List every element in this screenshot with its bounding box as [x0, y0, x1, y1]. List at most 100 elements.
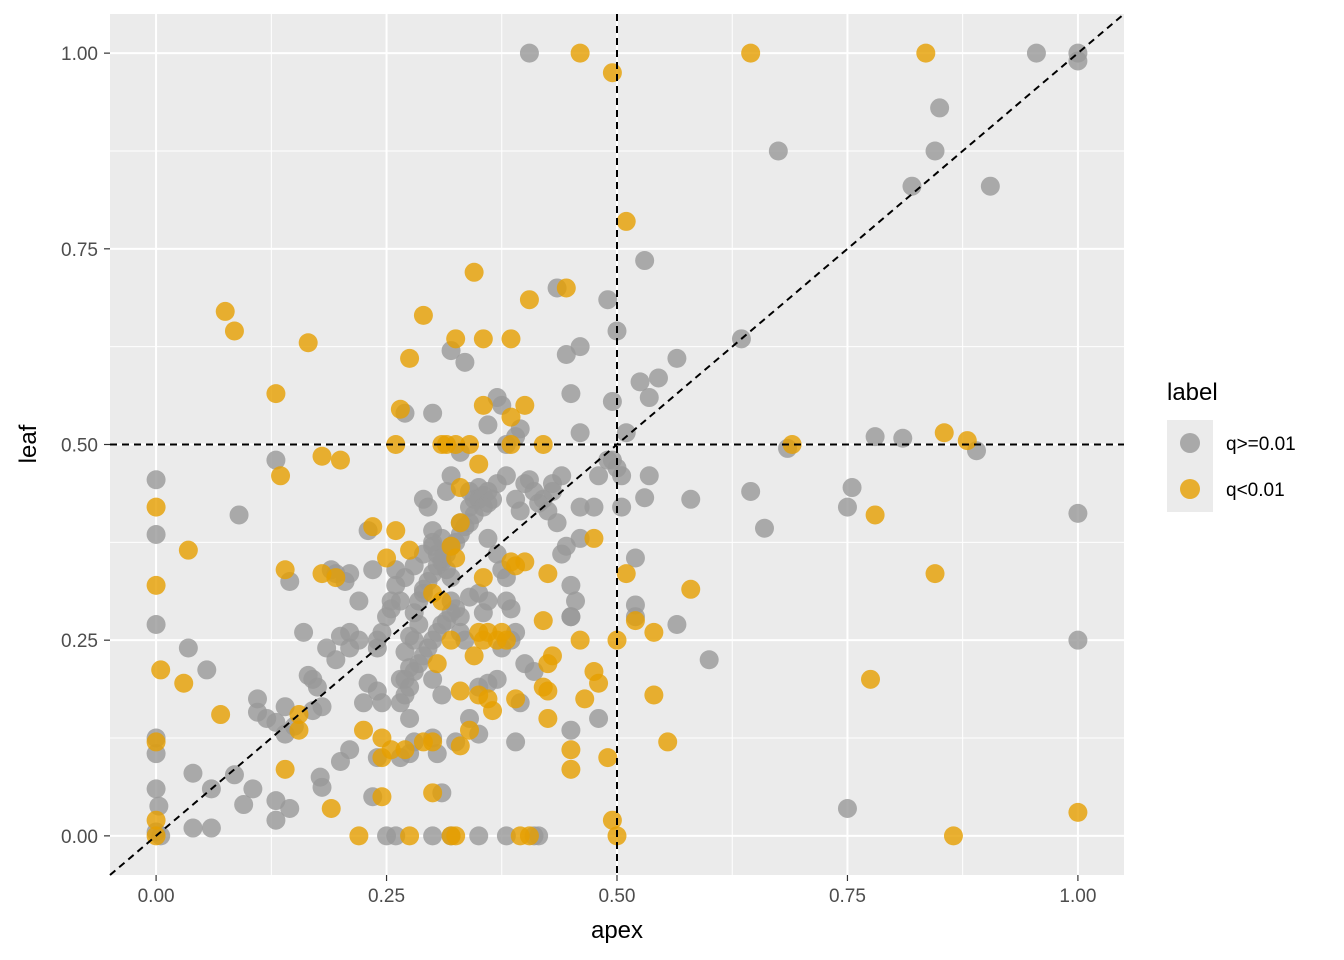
- point-q-lt-0.01: [658, 732, 677, 751]
- point-q-ge-0.01: [243, 779, 262, 798]
- point-q-lt-0.01: [465, 263, 484, 282]
- point-q-lt-0.01: [446, 826, 465, 845]
- point-q-ge-0.01: [561, 607, 580, 626]
- point-q-lt-0.01: [386, 521, 405, 540]
- point-q-lt-0.01: [395, 740, 414, 759]
- point-q-ge-0.01: [681, 490, 700, 509]
- point-q-ge-0.01: [635, 251, 654, 270]
- point-q-ge-0.01: [469, 826, 488, 845]
- point-q-ge-0.01: [552, 466, 571, 485]
- point-q-ge-0.01: [183, 764, 202, 783]
- x-tick-label: 0.75: [829, 886, 866, 907]
- point-q-ge-0.01: [317, 639, 336, 658]
- point-q-ge-0.01: [202, 819, 221, 838]
- point-q-ge-0.01: [423, 826, 442, 845]
- point-q-lt-0.01: [465, 646, 484, 665]
- point-q-lt-0.01: [561, 760, 580, 779]
- point-q-lt-0.01: [1068, 803, 1087, 822]
- point-q-lt-0.01: [179, 541, 198, 560]
- point-q-ge-0.01: [612, 498, 631, 517]
- point-q-lt-0.01: [603, 63, 622, 82]
- point-q-lt-0.01: [211, 705, 230, 724]
- point-q-lt-0.01: [571, 631, 590, 650]
- legend-key-q-ge-0.01: [1180, 433, 1200, 453]
- point-q-lt-0.01: [944, 826, 963, 845]
- point-q-lt-0.01: [644, 685, 663, 704]
- point-q-lt-0.01: [225, 322, 244, 341]
- point-q-lt-0.01: [313, 447, 332, 466]
- point-q-ge-0.01: [649, 368, 668, 387]
- y-axis-ticks: 0.00 0.25 0.50 0.75 1.00: [61, 44, 110, 848]
- point-q-ge-0.01: [838, 498, 857, 517]
- point-q-ge-0.01: [640, 466, 659, 485]
- y-axis-title: leaf: [15, 424, 42, 463]
- point-q-lt-0.01: [460, 721, 479, 740]
- point-q-lt-0.01: [289, 721, 308, 740]
- point-q-ge-0.01: [478, 415, 497, 434]
- point-q-ge-0.01: [640, 388, 659, 407]
- point-q-ge-0.01: [303, 670, 322, 689]
- point-q-lt-0.01: [391, 400, 410, 419]
- point-q-lt-0.01: [916, 44, 935, 63]
- point-q-lt-0.01: [520, 290, 539, 309]
- point-q-ge-0.01: [1068, 631, 1087, 650]
- point-q-lt-0.01: [423, 732, 442, 751]
- legend-title: label: [1167, 379, 1218, 406]
- point-q-lt-0.01: [617, 564, 636, 583]
- point-q-ge-0.01: [147, 615, 166, 634]
- point-q-ge-0.01: [147, 470, 166, 489]
- point-q-lt-0.01: [174, 674, 193, 693]
- point-q-ge-0.01: [349, 592, 368, 611]
- point-q-ge-0.01: [520, 44, 539, 63]
- point-q-lt-0.01: [451, 682, 470, 701]
- point-q-lt-0.01: [400, 541, 419, 560]
- point-q-lt-0.01: [400, 826, 419, 845]
- point-q-ge-0.01: [1027, 44, 1046, 63]
- point-q-lt-0.01: [935, 423, 954, 442]
- point-q-lt-0.01: [451, 513, 470, 532]
- point-q-lt-0.01: [414, 306, 433, 325]
- point-q-lt-0.01: [483, 701, 502, 720]
- point-q-ge-0.01: [981, 177, 1000, 196]
- point-q-lt-0.01: [571, 44, 590, 63]
- point-q-lt-0.01: [349, 826, 368, 845]
- point-q-ge-0.01: [838, 799, 857, 818]
- point-q-lt-0.01: [644, 623, 663, 642]
- point-q-lt-0.01: [276, 760, 295, 779]
- point-q-ge-0.01: [179, 639, 198, 658]
- point-q-lt-0.01: [363, 517, 382, 536]
- point-q-ge-0.01: [400, 627, 419, 646]
- point-q-lt-0.01: [589, 674, 608, 693]
- point-q-lt-0.01: [926, 564, 945, 583]
- point-q-lt-0.01: [372, 787, 391, 806]
- x-axis-title: apex: [591, 917, 643, 944]
- point-q-ge-0.01: [511, 502, 530, 521]
- point-q-lt-0.01: [322, 799, 341, 818]
- legend: label q>=0.01 q<0.01: [1167, 379, 1296, 512]
- point-q-ge-0.01: [617, 423, 636, 442]
- point-q-ge-0.01: [571, 423, 590, 442]
- point-q-lt-0.01: [400, 349, 419, 368]
- y-tick-label: 0.75: [61, 240, 98, 261]
- legend-label-q-ge-0.01: q>=0.01: [1226, 434, 1296, 455]
- point-q-ge-0.01: [561, 721, 580, 740]
- point-q-ge-0.01: [483, 490, 502, 509]
- point-q-ge-0.01: [561, 576, 580, 595]
- point-q-ge-0.01: [548, 513, 567, 532]
- point-q-lt-0.01: [446, 548, 465, 567]
- legend-label-q-lt-0.01: q<0.01: [1226, 480, 1285, 501]
- y-tick-label: 0.25: [61, 631, 98, 652]
- x-tick-label: 0.00: [138, 886, 175, 907]
- point-q-lt-0.01: [147, 498, 166, 517]
- point-q-ge-0.01: [1068, 51, 1087, 70]
- point-q-lt-0.01: [617, 212, 636, 231]
- point-q-lt-0.01: [543, 646, 562, 665]
- point-q-lt-0.01: [561, 740, 580, 759]
- point-q-ge-0.01: [506, 732, 525, 751]
- point-q-lt-0.01: [423, 783, 442, 802]
- point-q-lt-0.01: [331, 451, 350, 470]
- point-q-ge-0.01: [700, 650, 719, 669]
- point-q-ge-0.01: [183, 819, 202, 838]
- point-q-lt-0.01: [538, 709, 557, 728]
- point-q-ge-0.01: [423, 404, 442, 423]
